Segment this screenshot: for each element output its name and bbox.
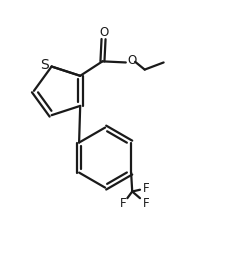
Text: O: O [127, 54, 136, 67]
Text: F: F [142, 182, 149, 195]
Text: F: F [119, 197, 126, 210]
Text: F: F [142, 197, 149, 210]
Text: S: S [40, 58, 49, 72]
Text: O: O [99, 26, 108, 39]
